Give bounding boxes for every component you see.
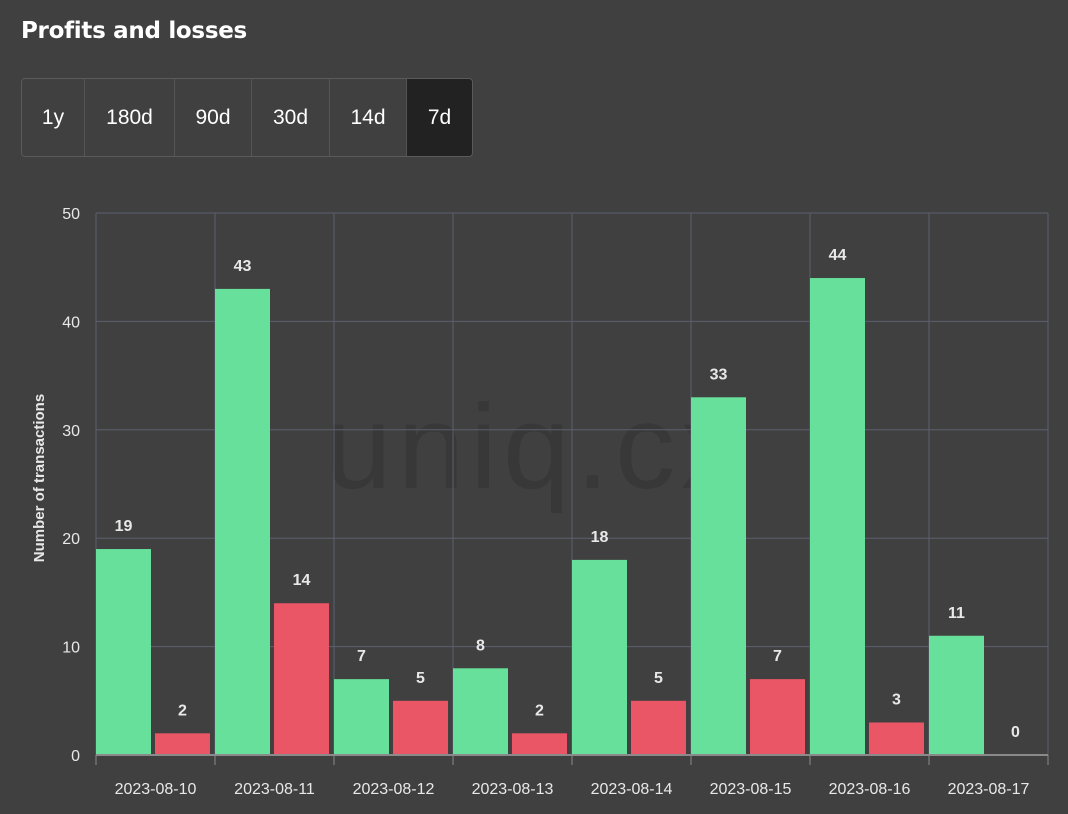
profit-bar [453,668,508,755]
data-label: 33 [710,366,728,383]
x-tick-label: 2023-08-16 [829,781,911,798]
x-tick-label: 2023-08-11 [234,781,315,798]
profit-bar [215,288,270,755]
loss-bar [274,603,329,755]
chart-title: Profits and losses [21,18,247,44]
data-label: 2 [178,702,187,719]
range-button-180d[interactable]: 180d [85,79,175,156]
watermark: uniq.cx [325,380,747,514]
x-tick-label: 2023-08-14 [591,781,673,798]
data-label: 8 [476,637,485,654]
profit-bar [96,549,151,755]
loss-bar [393,700,448,755]
profit-bar [334,679,389,755]
loss-bar [631,700,686,755]
y-tick-label: 50 [62,206,80,223]
data-label: 11 [948,605,965,622]
y-axis-label: Number of transactions [31,394,48,562]
profit-bar [810,278,865,755]
data-label: 5 [654,670,663,687]
profit-bar [691,397,746,755]
loss-bar [869,722,924,755]
data-label: 0 [1011,724,1020,741]
range-button-30d[interactable]: 30d [252,79,330,156]
loss-bar [155,733,210,755]
y-tick-label: 10 [62,640,80,657]
range-button-14d[interactable]: 14d [330,79,407,156]
profit-bar [929,635,984,755]
y-tick-label: 0 [71,748,80,765]
x-tick-label: 2023-08-15 [710,781,792,798]
data-label: 44 [829,247,847,264]
data-label: 14 [293,572,311,589]
loss-bar [750,679,805,755]
data-label: 5 [416,670,425,687]
range-button-1y[interactable]: 1y [22,79,85,156]
data-label: 43 [234,258,252,275]
y-tick-label: 30 [62,423,80,440]
data-label: 7 [773,648,782,665]
profit-bar [572,559,627,755]
time-range-selector: 1y 180d 90d 30d 14d 7d [21,78,473,157]
data-label: 7 [357,648,366,665]
data-label: 18 [591,529,609,546]
x-tick-label: 2023-08-13 [472,781,554,798]
data-label: 19 [115,518,133,535]
y-tick-label: 20 [62,531,80,548]
x-tick-label: 2023-08-10 [115,781,197,798]
data-label: 3 [892,691,901,708]
range-button-7d[interactable]: 7d [407,79,472,156]
loss-bar [512,733,567,755]
range-button-90d[interactable]: 90d [175,79,252,156]
x-tick-label: 2023-08-12 [353,781,435,798]
x-tick-label: 2023-08-17 [948,781,1030,798]
y-tick-label: 40 [62,314,80,331]
data-label: 2 [535,702,544,719]
